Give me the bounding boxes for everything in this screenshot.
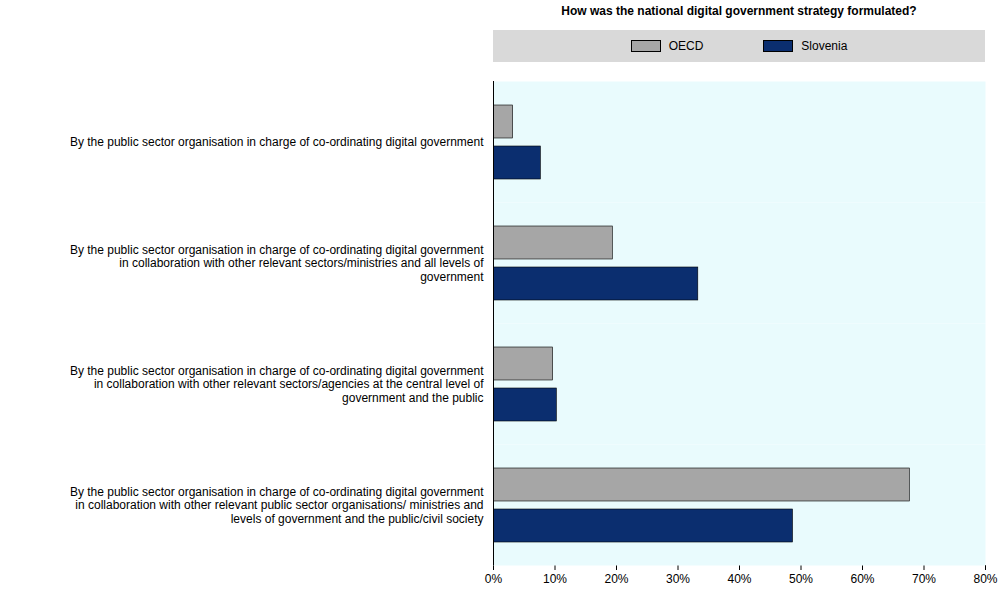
svg-text:70%: 70% (912, 572, 936, 586)
svg-text:80%: 80% (973, 572, 997, 586)
svg-text:20%: 20% (604, 572, 628, 586)
svg-text:0%: 0% (485, 572, 503, 586)
svg-text:50%: 50% (789, 572, 813, 586)
svg-text:By the public sector organisat: By the public sector organisation in cha… (70, 485, 484, 527)
svg-text:By the public sector organisat: By the public sector organisation in cha… (70, 135, 484, 149)
svg-text:By the public sector organisat: By the public sector organisation in cha… (70, 243, 484, 285)
svg-text:40%: 40% (727, 572, 751, 586)
svg-text:60%: 60% (850, 572, 874, 586)
svg-text:10%: 10% (543, 572, 567, 586)
svg-text:By the public sector organisat: By the public sector organisation in cha… (70, 364, 484, 406)
svg-text:30%: 30% (666, 572, 690, 586)
